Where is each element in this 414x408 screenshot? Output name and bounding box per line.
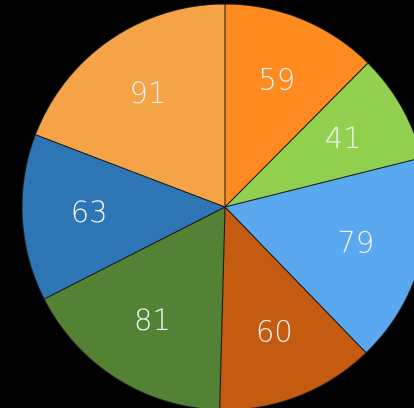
pie-slice-2 bbox=[223, 62, 414, 208]
pie-slice-5 bbox=[43, 206, 226, 408]
data-label-7: 91 bbox=[129, 76, 166, 110]
data-label-1: 59 bbox=[258, 62, 295, 96]
pie-slice-7 bbox=[34, 3, 226, 208]
pie-slice-4 bbox=[219, 205, 367, 408]
data-label-3: 79 bbox=[337, 225, 374, 259]
data-label-4: 60 bbox=[256, 315, 293, 349]
pie-slice-1 bbox=[224, 3, 369, 209]
pie-slice-6 bbox=[21, 133, 227, 300]
data-label-6: 63 bbox=[71, 195, 108, 229]
data-label-2: 41 bbox=[325, 121, 362, 155]
pie-data-labels: 59 41 79 60 81 63 91 bbox=[71, 62, 375, 348]
pie-slice-3 bbox=[224, 159, 414, 354]
pie-slices bbox=[21, 3, 414, 408]
data-label-5: 81 bbox=[134, 303, 171, 337]
